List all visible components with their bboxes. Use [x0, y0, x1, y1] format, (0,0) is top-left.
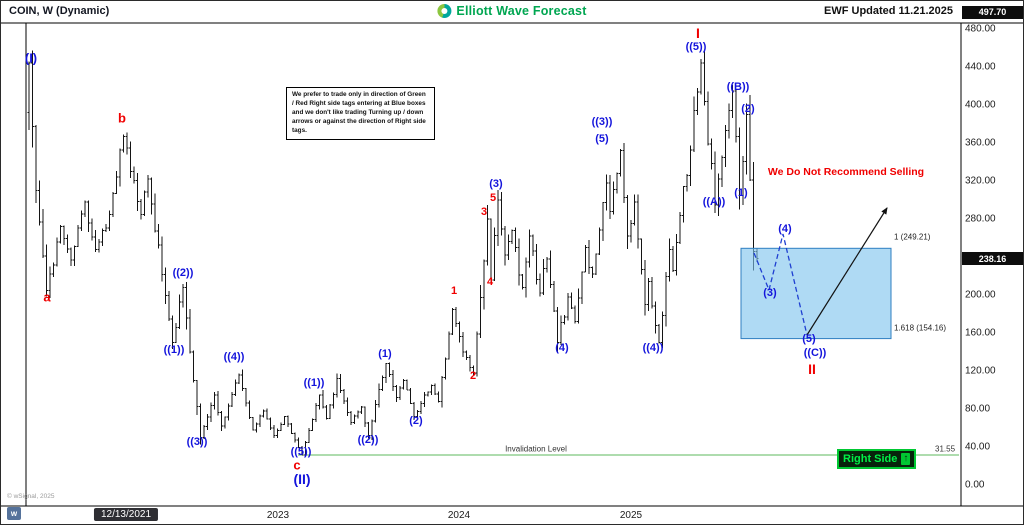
wave-label: II [808, 361, 816, 377]
right-side-label: Right Side [843, 453, 898, 465]
wave-label: (3) [763, 287, 777, 299]
price-tick: 360.00 [965, 137, 996, 149]
copyright: © wSignal, 2025 [7, 493, 55, 500]
wave-label: (2) [741, 103, 755, 115]
wave-label: ((2)) [357, 434, 379, 446]
price-axis[interactable]: 480.00 440.00 400.00 360.00 320.00 280.00 200.… [961, 23, 1023, 506]
wave-label: ((C)) [803, 347, 827, 359]
wave-label: ((3)) [591, 116, 613, 128]
trading-note: We prefer to trade only in direction of … [286, 87, 435, 140]
wave-label: (2) [409, 415, 423, 427]
wave-label: (3) [489, 178, 503, 190]
wave-label: (II) [293, 471, 311, 487]
wave-label: (5) [595, 133, 609, 145]
invalidation-level-value: 31.55 [935, 444, 956, 454]
fib-level-label: 1.618 (154.16) [894, 323, 947, 333]
wave-label: c [293, 457, 301, 473]
wave-label: 2 [469, 370, 477, 382]
wave-label: 5 [489, 192, 497, 204]
no-sell-warning: We Do Not Recommend Selling [767, 166, 925, 178]
wave-label: ((5)) [685, 41, 707, 53]
time-tick: 2023 [266, 510, 290, 521]
symbol-title[interactable]: COIN, W (Dynamic) [9, 5, 110, 17]
wave-label: 4 [486, 276, 494, 288]
price-tick: 0.00 [965, 479, 985, 491]
price-tick: 480.00 [965, 23, 996, 35]
wave-label: ((1)) [303, 377, 325, 389]
wave-label: ((4)) [642, 342, 664, 354]
price-tick: 440.00 [965, 61, 996, 73]
wave-label: ((2)) [172, 267, 194, 279]
wave-label: a [43, 289, 51, 305]
price-tick: 280.00 [965, 213, 996, 225]
wave-label: ((A)) [702, 196, 726, 208]
wave-label: (1) [734, 187, 748, 199]
wave-label: (4) [778, 223, 792, 235]
wave-label: 1 [450, 285, 458, 297]
wave-label: ((5)) [290, 446, 312, 458]
price-tick: 120.00 [965, 365, 996, 377]
wave-label: (I) [24, 50, 38, 66]
time-tick: 2025 [619, 510, 643, 521]
price-tick: 400.00 [965, 99, 996, 111]
elliott-wave-forecast-logo-icon [437, 4, 452, 18]
wave-label: ((B)) [726, 81, 750, 93]
fib-level-label: 1 (249.21) [894, 232, 931, 242]
price-tick: 200.00 [965, 289, 996, 301]
wave-label: ((3)) [186, 436, 208, 448]
price-tick: 80.00 [965, 403, 991, 415]
wave-label: (1) [378, 348, 392, 360]
up-arrow-icon: ↑ [901, 453, 911, 465]
wave-label: b [118, 110, 126, 126]
price-tick: 320.00 [965, 175, 996, 187]
wave-label: ((4)) [223, 351, 245, 363]
brand-logo: Elliott Wave Forecast [437, 4, 586, 18]
brand-name: Elliott Wave Forecast [456, 4, 587, 18]
price-tick: 40.00 [965, 441, 991, 453]
wave-label: 3 [480, 206, 488, 218]
wave-label: (5) [802, 333, 816, 345]
invalidation-level-label: Invalidation Level [505, 444, 567, 454]
right-side-badge: Right Side ↑ [837, 449, 917, 469]
wsignal-logo-icon[interactable]: w [7, 507, 21, 520]
time-axis[interactable]: 12/13/2021 2023 2024 2025 [1, 506, 1023, 524]
updated-label: EWF Updated 11.21.2025 [824, 5, 953, 17]
price-tick: 160.00 [965, 327, 996, 339]
wave-label: (4) [555, 342, 569, 354]
last-price-badge: 238.16 [962, 252, 1023, 266]
wave-label: ((1)) [163, 344, 185, 356]
wave-label: I [696, 25, 700, 41]
time-axis-highlighted-date[interactable]: 12/13/2021 [93, 508, 159, 521]
axis-high-price-badge: 497.70 [962, 5, 1023, 19]
time-tick: 2024 [447, 510, 471, 521]
